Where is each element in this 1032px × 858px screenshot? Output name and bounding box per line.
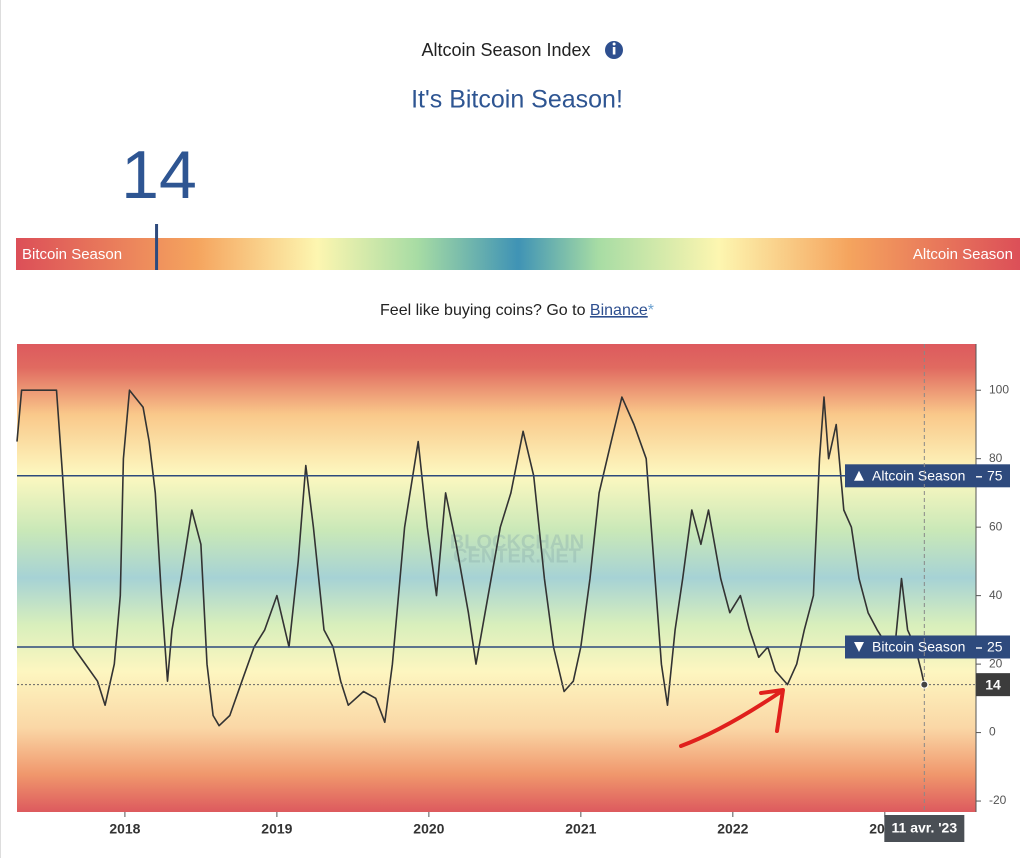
y-tick-label: -20 (989, 793, 1007, 807)
reference-value: 25 (987, 639, 1003, 655)
x-tick-label: 2022 (717, 821, 748, 837)
x-tick-label: 2018 (109, 821, 140, 837)
annotation-arrow (679, 688, 785, 748)
y-tick-label: 60 (989, 519, 1003, 533)
reference-value: 75 (987, 468, 1003, 484)
y-tick-label: 20 (989, 656, 1003, 670)
index-value: 14 (121, 137, 197, 213)
plot-background (17, 344, 976, 812)
reference-arrow (854, 641, 864, 652)
crosshair-date: 11 avr. '23 (892, 820, 958, 836)
gauge-right-label: Altcoin Season (913, 246, 1013, 263)
x-tick-label: 2020 (413, 821, 444, 837)
gauge-marker (155, 224, 159, 270)
watermark: CENTER.NET (453, 545, 581, 567)
promo: Feel like buying coins? Go to Binance* (380, 302, 654, 319)
x-tick-label: 2021 (565, 821, 596, 837)
y-tick-label: 0 (989, 725, 996, 739)
info-icon[interactable] (605, 41, 623, 59)
promo-text: Feel like buying coins? Go to (380, 302, 586, 319)
watermark: BLOCKCHAIN (450, 531, 584, 553)
series-line (16, 389, 926, 727)
y-tick-label: 80 (989, 451, 1003, 465)
promo-suffix: * (648, 302, 654, 319)
crosshair-value-box (976, 673, 1010, 697)
gauge-left-label: Bitcoin Season (22, 246, 122, 263)
reference-label-box (845, 464, 1010, 488)
x-tick-label: 2019 (261, 821, 292, 837)
reference-label-box (845, 635, 1010, 659)
y-tick-label: 100 (989, 382, 1009, 396)
crosshair-date-box (884, 815, 965, 842)
promo-link[interactable]: Binance (590, 302, 648, 319)
reference-label: Altcoin Season (872, 468, 965, 484)
gauge-bar (16, 238, 1020, 270)
crosshair-value: 14 (985, 676, 1001, 692)
y-tick-label: 40 (989, 588, 1003, 602)
reference-arrow (854, 470, 864, 481)
page-title: Altcoin Season Index (421, 40, 590, 60)
headline: It's Bitcoin Season! (411, 86, 623, 114)
reference-label: Bitcoin Season (872, 639, 965, 655)
crosshair-point (920, 680, 929, 689)
